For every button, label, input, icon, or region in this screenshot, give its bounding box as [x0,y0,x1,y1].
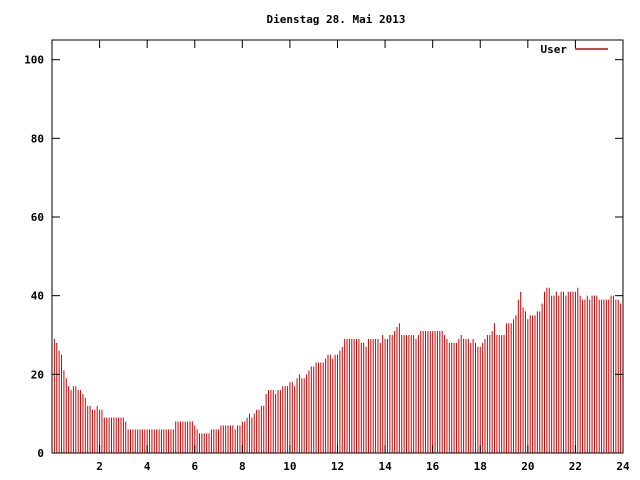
bars-group [53,287,622,453]
x-tick-label: 22 [569,460,582,473]
legend: User [541,43,608,56]
x-tick-label: 8 [239,460,246,473]
y-tick-label: 60 [31,211,44,224]
x-tick-label: 16 [426,460,440,473]
x-tick-label: 18 [474,460,487,473]
x-tick-label: 10 [283,460,296,473]
x-tick-label: 6 [191,460,198,473]
y-tick-label: 100 [24,54,44,67]
y-tick-label: 0 [37,447,44,460]
x-tick-label: 2 [96,460,103,473]
x-tick-label: 14 [378,460,392,473]
y-tick-label: 80 [31,132,44,145]
x-tick-label: 12 [331,460,344,473]
plot-frame [51,39,624,454]
x-tick-label: 20 [521,460,534,473]
legend-label-user: User [541,43,568,56]
x-tick-label: 24 [616,460,630,473]
y-tick-label: 20 [31,368,44,381]
x-tick-label: 4 [144,460,151,473]
chart-title: Dienstag 28. Mai 2013 [266,13,405,26]
y-tick-label: 40 [31,290,44,303]
